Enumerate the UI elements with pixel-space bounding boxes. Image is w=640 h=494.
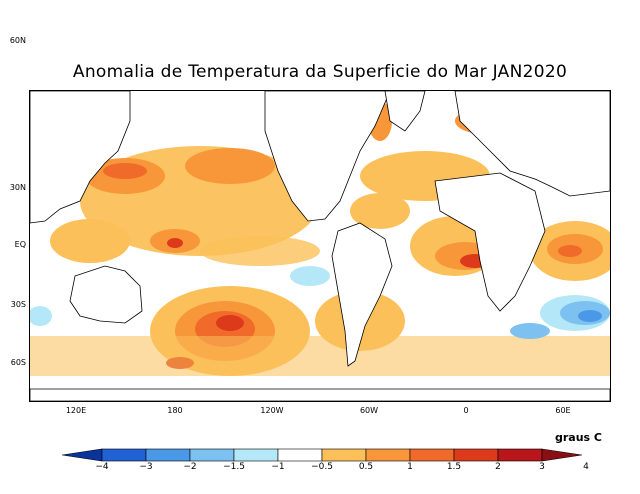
anomaly-patch <box>200 236 320 266</box>
anomaly-patch <box>216 315 244 331</box>
colorbar-label: −4 <box>95 462 109 472</box>
colorbar-cell <box>62 448 103 462</box>
lon-label-180: 180 <box>167 406 183 415</box>
anomaly-patch <box>290 266 330 286</box>
anomaly-patch <box>558 245 582 257</box>
colorbar-label: 1 <box>407 462 413 472</box>
anomaly-fields <box>30 91 610 376</box>
colorbar-cell <box>189 448 235 462</box>
lat-label-60n: 60N <box>9 36 26 45</box>
lat-label-30s: 30S <box>10 300 26 309</box>
lon-label-120w: 120W <box>260 406 284 415</box>
lon-label-120e: 120E <box>65 406 87 415</box>
colorbar-label: 0.5 <box>358 462 374 472</box>
colorbar-cell <box>101 448 147 462</box>
sst-anomaly-map <box>29 90 611 402</box>
units-label: graus C <box>555 431 603 444</box>
colorbar-cell <box>277 448 323 462</box>
colorbar-cell <box>365 448 411 462</box>
map-canvas <box>30 91 610 401</box>
colorbar-label: −2 <box>183 462 197 472</box>
anomaly-patch <box>510 323 550 339</box>
colorbar-cell <box>321 448 367 462</box>
lat-label-30n: 30N <box>9 183 26 192</box>
lon-label-60e: 60E <box>555 406 571 415</box>
anomaly-patch <box>185 148 275 184</box>
anomaly-patch <box>50 219 130 263</box>
lon-label-0: 0 <box>463 406 469 415</box>
lat-label-60s: 60S <box>10 358 26 367</box>
colorbar-cell <box>145 448 191 462</box>
anomaly-patch <box>350 193 410 229</box>
colorbar-cell <box>541 448 582 462</box>
colorbar-label: 3 <box>539 462 545 472</box>
colorbar-label: 4 <box>583 462 589 472</box>
landmass-australia <box>69 265 143 324</box>
colorbar-label: −0.5 <box>311 462 333 472</box>
colorbar-cell <box>409 448 455 462</box>
map-title: Anomalia de Temperatura da Superficie do… <box>72 62 568 82</box>
coastlines <box>30 91 610 401</box>
colorbar-label: −1.5 <box>223 462 245 472</box>
anomaly-patch <box>30 336 610 376</box>
landmass-south-america <box>331 222 393 367</box>
colorbar-cell <box>453 448 499 462</box>
lon-label-60w: 60W <box>359 406 379 415</box>
colorbar-label: 2 <box>495 462 501 472</box>
colorbar-label: 1.5 <box>446 462 462 472</box>
colorbar-cell <box>497 448 543 462</box>
colorbar <box>62 448 582 462</box>
lat-label-eq: EQ <box>14 240 26 249</box>
anomaly-patch <box>167 238 183 248</box>
anomaly-patch <box>578 310 602 322</box>
colorbar-label: −1 <box>271 462 285 472</box>
landmass-greenland <box>384 91 426 132</box>
landmass-asia <box>30 91 131 224</box>
landmass-north-america <box>264 91 391 222</box>
landmass-antarctica <box>30 388 610 401</box>
landmass-eurasia <box>454 91 610 197</box>
anomaly-patch <box>30 306 52 326</box>
anomaly-patch <box>103 163 147 179</box>
colorbar-cell <box>233 448 279 462</box>
landmass-africa <box>434 172 546 312</box>
colorbar-label: −3 <box>139 462 153 472</box>
